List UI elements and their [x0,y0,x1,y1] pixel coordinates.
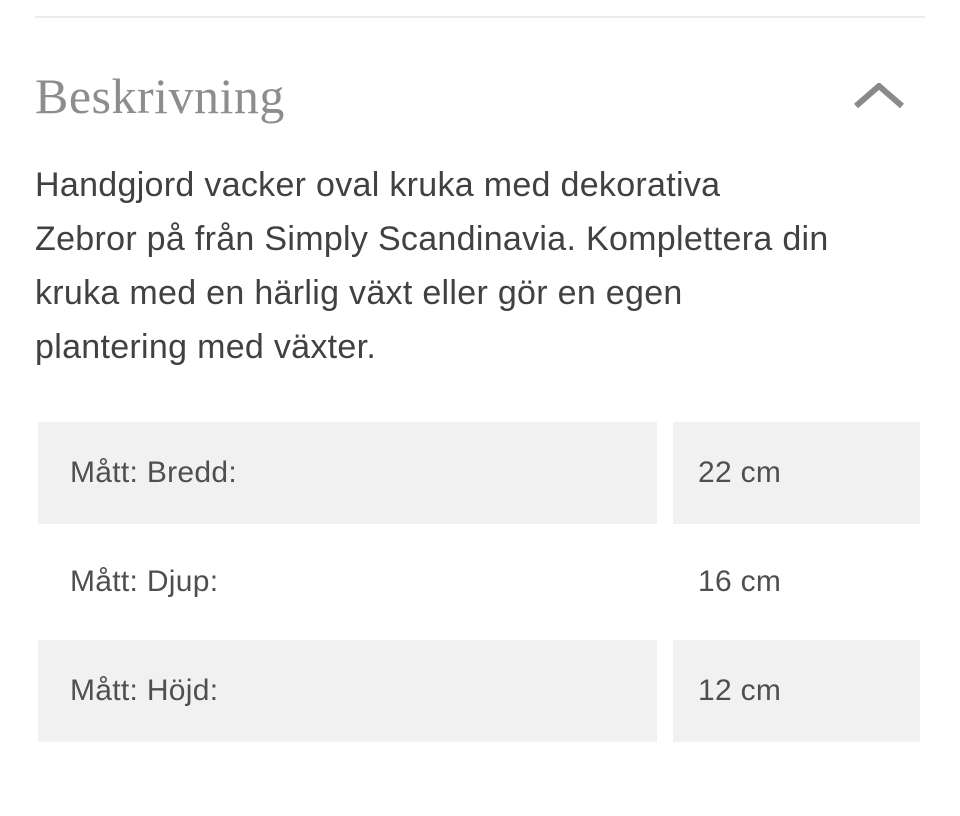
table-row-height: Mått: Höjd: 12 cm [38,640,920,742]
section-divider [35,16,925,18]
spec-label: Mått: Djup: [70,565,219,598]
description-line: Zebror på från Simply Scandinavia. Kompl… [35,220,829,258]
specs-table: Mått: Bredd: 22 cm Mått: Djup: 16 cm Måt… [38,422,920,742]
section-title: Beskrivning [35,68,285,124]
chevron-up-icon[interactable] [853,83,905,109]
table-row-width: Mått: Bredd: 22 cm [38,422,920,524]
spec-value: 12 cm [673,640,920,742]
spec-label: Mått: Bredd: [38,422,657,524]
table-row-depth: Mått: Djup: 16 cm [38,531,920,633]
spec-value: 16 cm [698,565,782,598]
spec-label: Mått: Höjd: [38,640,657,742]
description-accordion-header[interactable]: Beskrivning [35,64,925,128]
description-line: kruka med en härlig växt eller gör en eg… [35,274,683,312]
description-text: Handgjord vacker oval kruka med dekorati… [35,158,925,374]
spec-value: 22 cm [673,422,920,524]
description-line: Handgjord vacker oval kruka med dekorati… [35,166,721,204]
description-line: plantering med växter. [35,328,377,366]
product-description-section: Beskrivning Handgjord vacker oval kruka … [0,16,960,742]
